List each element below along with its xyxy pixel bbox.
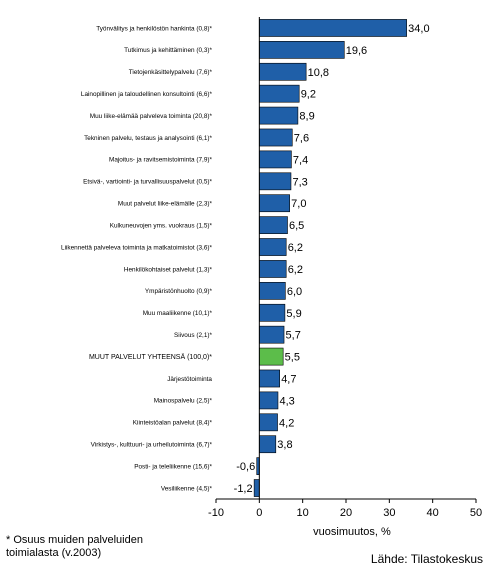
- category-label: MUUT PALVELUT YHTEENSÄ (100,0)*: [89, 353, 212, 361]
- category-label: Järjestötoiminta: [167, 376, 212, 383]
- bar: [259, 435, 277, 454]
- category-label: Henkilökohtaiset palvelut (1,3)*: [124, 266, 213, 273]
- value-label: -1,2: [234, 483, 253, 495]
- value-label: 5,9: [286, 308, 301, 320]
- value-label: 19,6: [346, 45, 367, 57]
- x-tick-label: -10: [208, 507, 224, 519]
- category-label: Muut palvelut liike-elämälle (2,3)*: [118, 201, 213, 208]
- bar: [259, 325, 285, 344]
- x-tick-label: 30: [383, 507, 395, 519]
- bar: [259, 128, 293, 147]
- category-label: Kulkuneuvojen yms. vuokraus (1,5)*: [110, 222, 213, 229]
- value-label: 6,2: [288, 264, 303, 276]
- category-label: Tietojenkäsittelypalvelu (7,6)*: [129, 69, 213, 76]
- value-label: 4,7: [281, 374, 296, 386]
- value-label: -0,6: [236, 461, 255, 473]
- category-label: Liikennettä palveleva toiminta ja matkat…: [61, 244, 212, 251]
- value-label: 34,0: [408, 23, 429, 35]
- category-labels: Työnvälitys ja henkilöstön hankinta (0,8…: [61, 25, 212, 492]
- bar: [259, 238, 287, 256]
- category-label: Kiinteistöalan palvelut (8,4)*: [133, 420, 213, 427]
- category-label: Työnvälitys ja henkilöstön hankinta (0,8…: [96, 25, 212, 32]
- bar: [259, 347, 284, 366]
- category-label: Posti- ja teleliikenne (15,6)*: [134, 463, 212, 470]
- category-label: Mainospalvelu (2,5)*: [154, 398, 213, 405]
- category-label: Ympäristönhuolto (0,9)*: [145, 288, 213, 295]
- bar: [259, 413, 278, 432]
- bar: [259, 303, 286, 322]
- category-label: Vesiliikenne (4,5)*: [161, 485, 213, 492]
- value-label: 9,2: [301, 89, 316, 101]
- category-label: Siivous (2,1)*: [174, 332, 213, 339]
- bar: [259, 216, 288, 234]
- value-label: 7,6: [294, 133, 309, 145]
- bar: [259, 282, 286, 300]
- value-label: 4,2: [279, 417, 294, 429]
- bar: [259, 172, 292, 191]
- value-label: 4,3: [279, 395, 294, 407]
- value-label: 5,7: [286, 330, 301, 342]
- x-axis-label: vuosimuutos, %: [313, 526, 391, 538]
- bar: [259, 106, 299, 125]
- value-label: 6,5: [289, 220, 304, 232]
- value-label: 7,3: [292, 176, 307, 188]
- bar: [259, 19, 407, 37]
- value-label: 5,5: [285, 352, 300, 364]
- category-label: Tekninen palvelu, testaus ja analysointi…: [84, 135, 212, 142]
- bar: [259, 84, 300, 103]
- value-label: 10,8: [308, 67, 329, 79]
- footnote: * Osuus muiden palveluiden toimialasta (…: [6, 534, 143, 559]
- bar: [259, 62, 307, 81]
- bar: [259, 194, 290, 213]
- value-label: 8,9: [299, 111, 314, 123]
- x-tick-label: 20: [340, 507, 352, 519]
- value-label: 3,8: [277, 439, 292, 451]
- category-label: Muu maaliikenne (10,1)*: [143, 310, 213, 317]
- value-label: 6,2: [288, 242, 303, 254]
- bars-group: [253, 19, 407, 497]
- source-label: Lähde: Tilastokeskus: [370, 552, 483, 566]
- bar: [259, 260, 287, 278]
- value-label: 7,4: [293, 154, 308, 166]
- x-tick-label: 10: [297, 507, 309, 519]
- value-label: 7,0: [291, 198, 306, 210]
- value-labels: 34,0 19,6 10,8 9,2 8,9 7,6 7,4 7,3 7,0 6,5 6,2 6,2 6…: [234, 23, 430, 495]
- category-label: Etsivä-, vartiointi- ja turvallisuuspalv…: [83, 179, 212, 186]
- category-label: Lainopillinen ja taloudellinen konsultoi…: [81, 91, 213, 98]
- category-label: Muu liike-elämää palveleva toiminta (20,…: [90, 113, 213, 120]
- category-label: Virkistys-, kulttuuri- ja urheilutoimint…: [91, 442, 213, 449]
- category-label: Tutkimus ja kehittäminen (0,3)*: [124, 47, 212, 54]
- bar: [259, 41, 345, 59]
- value-label: 6,0: [287, 286, 302, 298]
- x-tick-label: 0: [256, 507, 262, 519]
- bar: [259, 391, 279, 410]
- bar: [259, 150, 292, 169]
- category-label: Majoitus- ja ravitsemistoiminta (7,9)*: [109, 157, 213, 164]
- x-tick-label: 40: [427, 507, 439, 519]
- bar: [253, 479, 260, 497]
- bar: [259, 369, 281, 388]
- x-axis: -10 0 10 20 30 40 50: [208, 17, 482, 519]
- x-tick-label: 50: [470, 507, 482, 519]
